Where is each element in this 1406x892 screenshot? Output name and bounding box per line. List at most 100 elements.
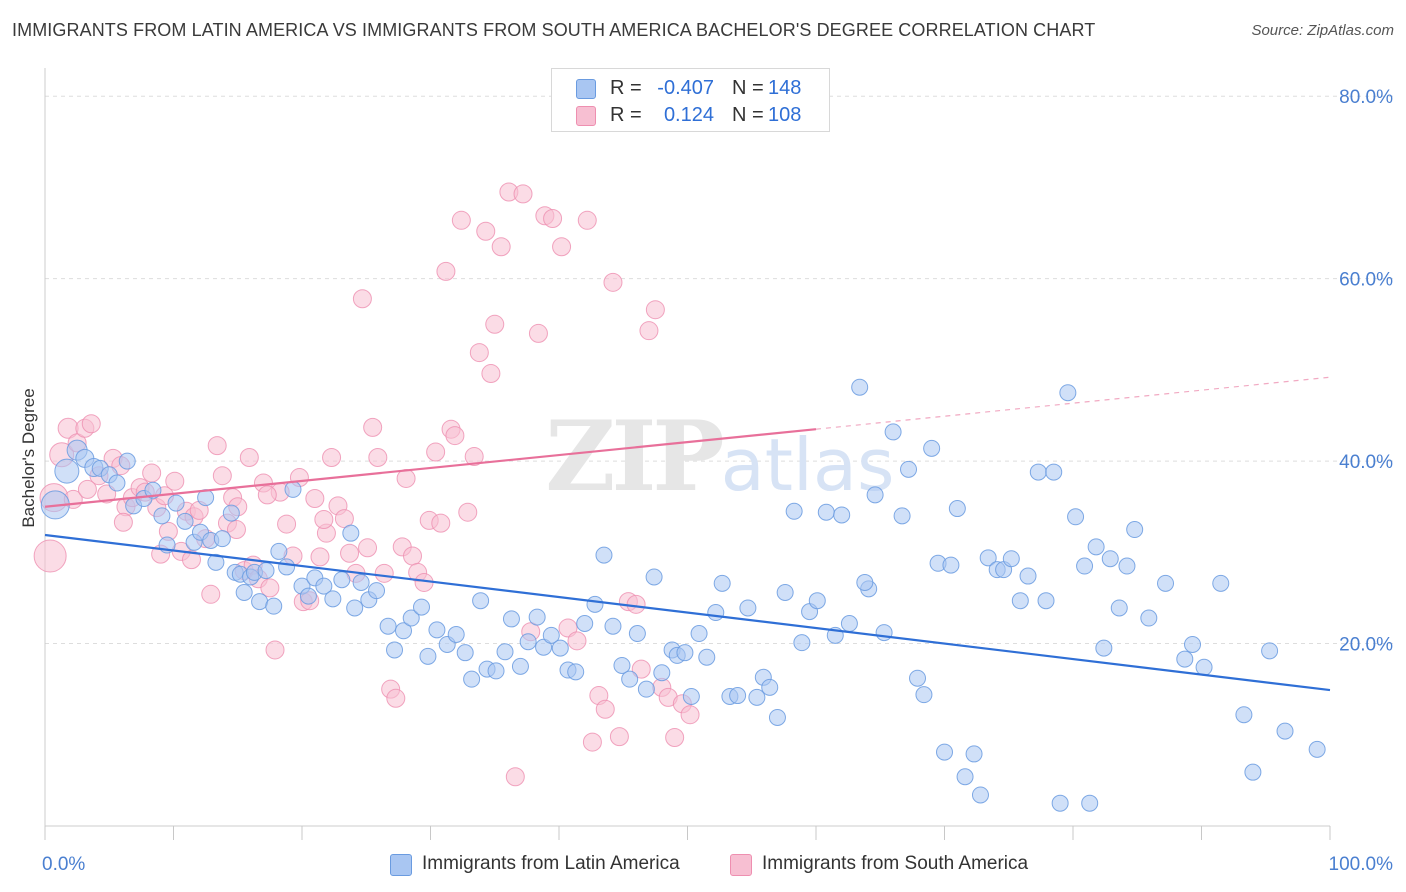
latin-america-point (456, 644, 474, 662)
latin-america-point (1157, 574, 1175, 592)
latin-america-point (1037, 592, 1055, 610)
latin-america-point (621, 670, 639, 688)
n-label: N = (732, 104, 764, 126)
latin-america-point (739, 599, 757, 617)
latin-america-point (487, 662, 505, 680)
south-america-point (310, 547, 330, 567)
legend-swatch-latin-america (390, 854, 412, 876)
latin-america-point (270, 542, 288, 560)
south-america-trend-extension (815, 376, 1331, 430)
south-america-point (451, 210, 471, 230)
south-america-point (305, 489, 325, 509)
latin-america-point (1244, 763, 1262, 781)
south-america-point (97, 484, 117, 504)
n-value: 148 (768, 77, 802, 99)
latin-america-point (153, 507, 171, 525)
south-america-point (528, 323, 548, 343)
latin-america-point (1076, 557, 1094, 575)
latin-america-point (144, 481, 162, 499)
latin-america-point (1067, 508, 1085, 526)
south-america-point (181, 550, 201, 570)
latin-america-point (235, 583, 253, 601)
latin-america-point (1081, 794, 1099, 812)
latin-america-point (979, 549, 997, 567)
south-america-point (505, 767, 525, 787)
latin-america-point (884, 423, 902, 441)
latin-america-point (586, 595, 604, 613)
south-america-point (436, 261, 456, 281)
south-america-point (207, 436, 227, 456)
latin-america-point (1308, 740, 1326, 758)
latin-america-point (851, 378, 869, 396)
latin-america-point (176, 512, 194, 530)
latin-america-point (748, 688, 766, 706)
latin-america-point (840, 614, 858, 632)
south-america-point (491, 237, 511, 257)
south-america-point (363, 417, 383, 437)
latin-america-point (1011, 592, 1029, 610)
n-label: N = (732, 77, 764, 99)
latin-america-point (1059, 384, 1077, 402)
south-america-point (639, 321, 659, 341)
latin-america-point (676, 644, 694, 662)
south-america-swatch (576, 106, 596, 126)
latin-america-point (761, 678, 779, 696)
chart-source: Source: ZipAtlas.com (1251, 22, 1394, 39)
south-america-point (33, 539, 67, 573)
south-america-point (322, 447, 342, 467)
south-america-point (374, 563, 394, 583)
latin-america-point (324, 590, 342, 608)
south-america-point (212, 466, 232, 486)
latin-america-point (707, 604, 725, 622)
y-axis-title: Bachelor's Degree (19, 388, 38, 527)
south-america-point (665, 728, 685, 748)
stats-box: R = -0.407 N = 148 R = 0.124 N = 108 (551, 68, 830, 132)
latin-america-point (793, 634, 811, 652)
latin-america-point (856, 573, 874, 591)
south-america-point (81, 414, 101, 434)
south-america-point (552, 237, 572, 257)
south-america-point (582, 732, 602, 752)
latin-america-point (1095, 639, 1113, 657)
south-america-point (543, 208, 563, 228)
south-america-point (277, 514, 297, 534)
south-america-point (165, 471, 185, 491)
south-america-trend-line (44, 428, 817, 508)
south-america-point (201, 584, 221, 604)
latin-america-point (653, 664, 671, 682)
south-america-point (239, 447, 259, 467)
latin-america-point (682, 687, 700, 705)
latin-america-point (1140, 609, 1158, 627)
south-america-point (626, 594, 646, 614)
south-america-point (334, 509, 354, 529)
chart-title: IMMIGRANTS FROM LATIN AMERICA VS IMMIGRA… (12, 20, 1096, 40)
latin-america-point (1029, 463, 1047, 481)
latin-america-point (502, 610, 520, 628)
south-america-point (113, 512, 133, 532)
r-label: R = (610, 77, 642, 99)
legend-label: Immigrants from Latin America (422, 853, 680, 874)
south-america-point (603, 272, 623, 292)
trend-lines (44, 376, 1331, 692)
south-america-point (485, 314, 505, 334)
latin-america-point (222, 504, 240, 522)
south-america-point (314, 510, 334, 530)
latin-america-point (1276, 722, 1294, 740)
latin-america-point (413, 598, 431, 616)
legend-label: Immigrants from South America (762, 853, 1029, 874)
south-america-point (386, 688, 406, 708)
latin-america-point (698, 648, 716, 666)
latin-america-point (315, 577, 333, 595)
latin-america-point (576, 614, 594, 632)
south-america-point (226, 520, 246, 540)
south-america-point (403, 546, 423, 566)
stats-row-south-america: R = 0.124 N = 108 (552, 102, 829, 130)
latin-america-point (1045, 463, 1063, 481)
x-tick-label: 100.0% (1329, 854, 1394, 875)
latin-america-point (118, 452, 136, 470)
latin-america-point (519, 633, 537, 651)
south-america-point (469, 343, 489, 363)
y-tick-label: 40.0% (1339, 452, 1393, 473)
latin-america-point (1126, 521, 1144, 539)
